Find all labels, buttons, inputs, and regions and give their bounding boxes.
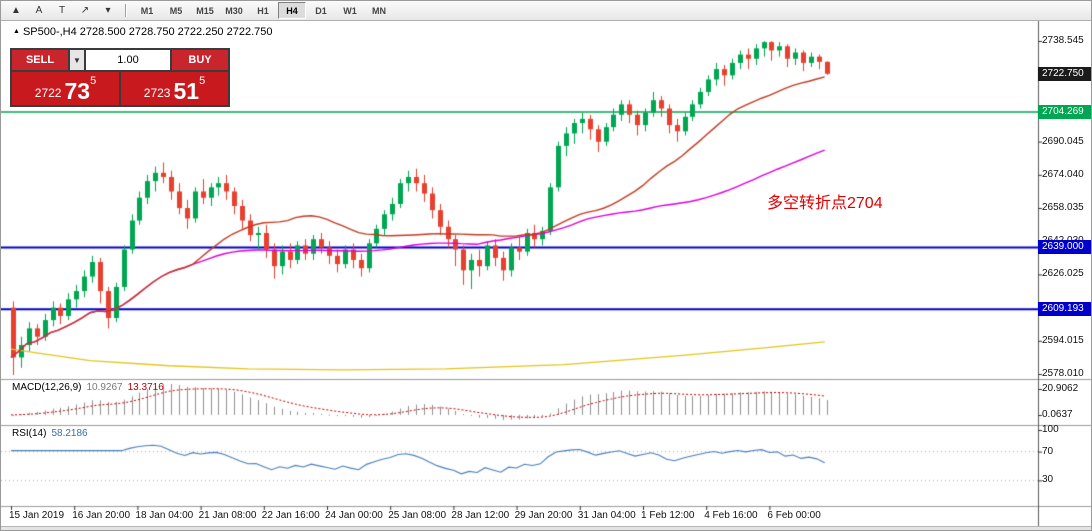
sell-price-button[interactable]: 2722 73 5 (12, 72, 119, 105)
time-axis-label: 25 Jan 08:00 (388, 510, 447, 521)
timeframe-button-M5[interactable]: M5 (169, 5, 183, 16)
window-frame-bottom (1, 526, 1091, 530)
time-axis-label: 15 Jan 2019 (9, 510, 65, 521)
time-axis-label: 28 Jan 12:00 (451, 510, 510, 521)
macd-axis-label: 0.0637 (1042, 409, 1073, 420)
toolbar-separator (125, 4, 127, 17)
price-axis-tick: 2658.035 (1042, 202, 1084, 213)
buy-price-button[interactable]: 2723 51 5 (121, 72, 228, 105)
timeframe-buttons: M1 M5 M15 M30 H1 H4 D1 W1 MN (133, 2, 393, 19)
time-axis-label: 24 Jan 00:00 (325, 510, 383, 521)
sell-price-main: 2722 (34, 86, 62, 100)
time-axis-label: 18 Jan 04:00 (135, 510, 194, 521)
price-axis-tick: 2690.045 (1042, 135, 1084, 147)
sell-button[interactable]: SELL (12, 50, 68, 70)
time-axis-label: 1 Feb 12:00 (641, 510, 695, 521)
price-axis-tick: 2578.010 (1042, 368, 1084, 379)
sell-price-big: 73 (64, 78, 91, 104)
rsi-axis-label: 70 (1042, 445, 1054, 457)
macd-name: MACD(12,26,9) (12, 382, 82, 393)
symbol-ohlc-text: SP500-,H4 2728.500 2728.750 2722.250 272… (22, 26, 273, 38)
text-tool-icon[interactable]: T (58, 5, 66, 16)
rsi-value: 58.2186 (51, 428, 88, 439)
one-click-toggle-icon[interactable]: ▲ (13, 28, 20, 35)
price-level-box: 2639.000 (1038, 240, 1091, 255)
timeframe-button-M1[interactable]: M1 (140, 5, 154, 16)
timeframe-button-W1[interactable]: W1 (343, 5, 357, 16)
trade-prices-row: 2722 73 5 2723 51 5 (12, 72, 228, 105)
buy-button[interactable]: BUY (172, 50, 228, 70)
price-axis-tick: 2674.040 (1042, 168, 1084, 180)
macd-axis-label: 20.9062 (1042, 383, 1079, 394)
time-axis-label: 29 Jan 20:00 (514, 510, 573, 521)
chart-header: ▲ SP500-,H4 2728.500 2728.750 2722.250 27… (13, 26, 273, 38)
macd-indicator-label: MACD(12,26,9) 10.9267 13.3716 (12, 382, 164, 393)
buy-price-sup: 5 (199, 75, 206, 87)
timeframe-button-H4[interactable]: H4 (278, 2, 306, 19)
timeframe-button-M30[interactable]: M30 (225, 5, 243, 16)
buy-price-main: 2723 (143, 86, 171, 100)
tools-dropdown-icon[interactable]: ▾ (105, 5, 111, 16)
rsi-name: RSI(14) (12, 428, 47, 439)
rsi-indicator-label: RSI(14) 58.2186 (12, 428, 88, 439)
text-label-tool-icon[interactable]: A (35, 5, 43, 16)
cursor-tool-icon[interactable]: ▲ (11, 5, 21, 16)
buy-price-big: 51 (173, 78, 200, 104)
timeframe-button-D1[interactable]: D1 (315, 5, 327, 16)
chart-text-annotation[interactable]: 多空转折点2704 (767, 195, 883, 212)
timeframe-button-H1[interactable]: H1 (257, 5, 269, 16)
draw-tool-icon[interactable]: ↗ (80, 5, 90, 16)
price-level-box: 2704.269 (1038, 105, 1091, 120)
toolbar: ▲ A T ↗ ▾ M1 M5 M15 M30 H1 H4 D1 W1 MN (1, 1, 1091, 21)
sell-price-sup: 5 (90, 75, 97, 87)
macd-main-value: 10.9267 (86, 382, 123, 393)
price-axis-tick: 2594.015 (1042, 334, 1084, 346)
volume-input[interactable]: 1.00 (86, 50, 170, 70)
one-click-trading-panel: SELL ▼ 1.00 BUY 2722 73 5 2723 51 5 (10, 48, 230, 107)
time-axis-label: 4 Feb 16:00 (704, 510, 758, 521)
rsi-axis-label: 30 (1042, 474, 1054, 486)
current-price-box: 2722.750 (1038, 66, 1091, 81)
macd-signal-value: 13.3716 (127, 382, 164, 393)
volume-dropdown-icon[interactable]: ▼ (70, 50, 84, 70)
price-axis-tick: 2626.025 (1042, 268, 1084, 280)
toolbar-tools: ▲ A T ↗ ▾ (5, 2, 119, 20)
time-axis-label: 21 Jan 08:00 (198, 510, 257, 521)
price-axis-tick: 2738.545 (1042, 35, 1084, 46)
rsi-axis-label: 100 (1042, 424, 1059, 435)
time-axis-label: 16 Jan 20:00 (72, 510, 131, 521)
time-axis-label: 22 Jan 16:00 (261, 510, 320, 521)
price-level-box: 2609.193 (1038, 302, 1091, 317)
time-axis-label: 31 Jan 04:00 (577, 510, 636, 521)
trade-controls-row: SELL ▼ 1.00 BUY (12, 50, 228, 70)
timeframe-button-M15[interactable]: M15 (196, 5, 214, 16)
timeframe-button-MN[interactable]: MN (372, 5, 386, 16)
time-axis-label: 6 Feb 00:00 (767, 510, 821, 521)
